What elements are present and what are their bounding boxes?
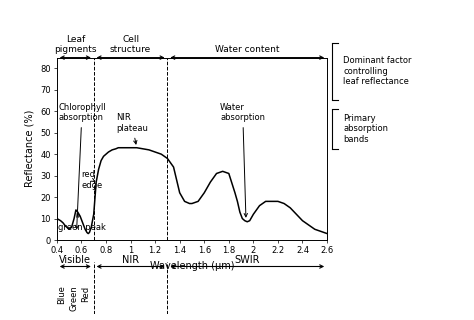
Text: NIR
plateau: NIR plateau bbox=[116, 113, 148, 144]
Text: Primary
absorption
bands: Primary absorption bands bbox=[343, 114, 388, 144]
Text: Green: Green bbox=[70, 285, 79, 311]
Text: NIR: NIR bbox=[122, 255, 139, 266]
Text: Visible: Visible bbox=[59, 255, 91, 266]
Y-axis label: Reflectance (%): Reflectance (%) bbox=[25, 110, 35, 188]
Text: Chlorophyll
absorption: Chlorophyll absorption bbox=[58, 103, 106, 228]
Text: SWIR: SWIR bbox=[235, 255, 260, 266]
Text: red
edge: red edge bbox=[82, 170, 103, 190]
X-axis label: Wavelength (μm): Wavelength (μm) bbox=[150, 261, 234, 271]
Text: green peak: green peak bbox=[58, 213, 106, 232]
Text: Cell
structure: Cell structure bbox=[110, 35, 151, 54]
Text: Water
absorption: Water absorption bbox=[220, 103, 265, 217]
Text: Red: Red bbox=[81, 285, 90, 301]
Text: Water content: Water content bbox=[215, 45, 280, 54]
Text: Blue: Blue bbox=[57, 285, 66, 304]
Text: Leaf
pigments: Leaf pigments bbox=[54, 35, 97, 54]
Text: Dominant factor
controlling
leaf reflectance: Dominant factor controlling leaf reflect… bbox=[343, 56, 412, 86]
